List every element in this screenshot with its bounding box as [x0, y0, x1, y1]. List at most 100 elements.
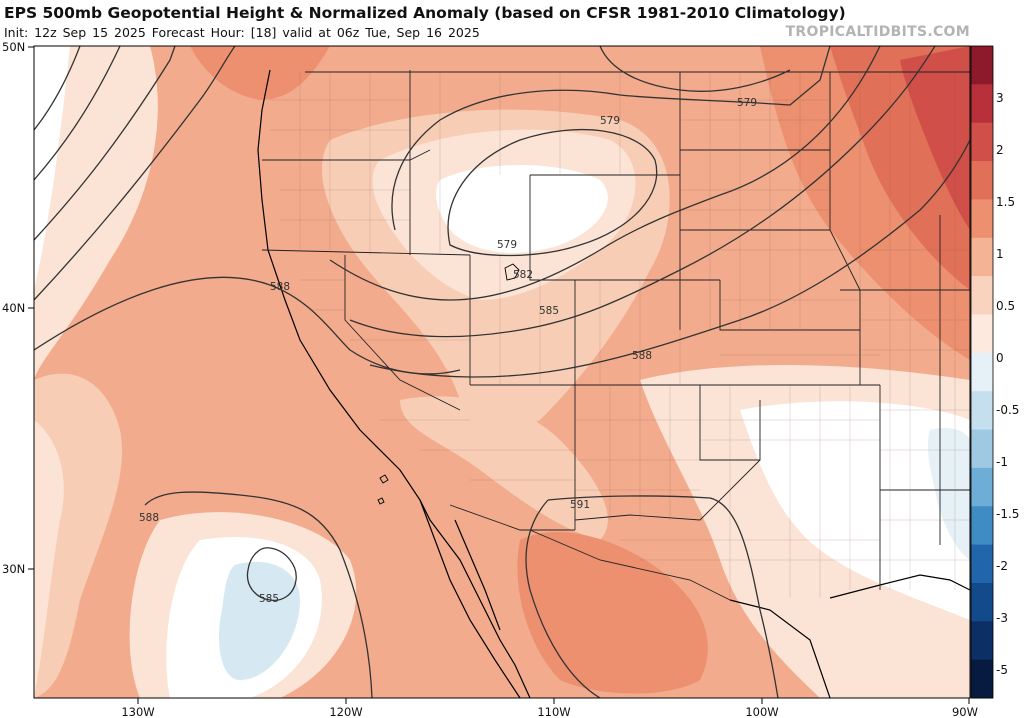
wy-co-border [529, 175, 720, 281]
county-borders [270, 72, 970, 598]
map-subtitle: Init: 12z Sep 15 2025 Forecast Hour: [18… [4, 25, 480, 40]
contour-label-588-a: 588 [270, 281, 290, 293]
colorbar-segment [971, 467, 993, 507]
lat-label-50n: 50N [2, 40, 25, 54]
map-plot-area: 579 579 579 582 585 588 588 588 591 585 [34, 46, 970, 698]
ca-nv-border [344, 255, 461, 411]
gulf-coast-us [829, 574, 970, 599]
colorbar-frame [970, 45, 994, 699]
colorbar-label-1: 1 [996, 247, 1004, 261]
colorbar-segment [971, 352, 993, 392]
colorbar-segment [971, 544, 993, 584]
contour-label-579-b: 579 [737, 97, 757, 109]
map-frame [33, 45, 971, 699]
colorbar-segment [971, 314, 993, 354]
colorbar-segment [971, 391, 993, 431]
contour-588-east [369, 139, 970, 378]
lon-label-120w: 120W [329, 705, 362, 718]
contour-c [34, 46, 121, 181]
contour-label-582: 582 [513, 269, 533, 281]
contour-label-591: 591 [570, 499, 590, 511]
colorbar-segment [971, 84, 993, 124]
lon-label-100w: 100W [745, 705, 778, 718]
us-mexico-border [449, 504, 575, 531]
colorbar-label-0: 0 [996, 351, 1004, 365]
anomaly-fill-dark-texas [517, 531, 708, 694]
lon-label-130w: 130W [121, 705, 154, 718]
contour-582 [329, 46, 881, 301]
colorbar-segment [971, 161, 993, 200]
brand-watermark: TROPICALTIDBITS.COM [785, 24, 970, 40]
anomaly-fill-negative-sw [219, 561, 300, 680]
colorbar-label-2: 2 [996, 143, 1004, 157]
gulf-of-california-coast [454, 519, 501, 631]
anomaly-fill-dark-pnw [190, 46, 330, 100]
contour-d [34, 46, 81, 131]
anomaly-fill-light-nw [34, 46, 158, 380]
colorbar-label-neg-1-5: -1.5 [996, 507, 1019, 521]
colorbar-label-0-5: 0.5 [996, 299, 1015, 313]
contour-b [34, 46, 176, 241]
contour-588-sw [144, 491, 373, 698]
state-borders [261, 70, 970, 601]
contour-label-585-low: 585 [259, 593, 279, 605]
anomaly-fill-slight-negative-se [927, 428, 970, 560]
anomaly-fill-dark-ne-3 [900, 46, 970, 230]
gulf-coast-mexico [729, 599, 831, 698]
lon-label-110w: 110W [537, 705, 570, 718]
anomaly-colorbar [971, 46, 993, 699]
contour-label-588-b: 588 [632, 350, 652, 362]
contour-a [34, 46, 236, 301]
anomaly-fill-neutral-nw [34, 46, 70, 290]
contour-579-north [391, 46, 831, 231]
pacific-coastline [257, 69, 531, 698]
latitude-axis: 50N 40N 30N [2, 40, 34, 576]
colorbar-segment [971, 429, 993, 469]
lat-label-40n: 40N [2, 301, 25, 315]
baja-coastline [419, 499, 521, 698]
anomaly-fill-neutral-se [740, 401, 970, 620]
channel-islands [377, 474, 389, 505]
contour-585 [349, 46, 936, 338]
colorbar-label-neg-5: -5 [996, 663, 1008, 677]
colorbar-label-neg-2: -2 [996, 559, 1008, 573]
colorbar-segment [971, 506, 993, 546]
ne-ks-border [719, 280, 860, 331]
colorbar-labels: 3 2 1.5 1 0.5 0 -0.5 -1 -1.5 -2 -3 -5 [996, 91, 1019, 677]
colorbar-label-neg-1: -1 [996, 455, 1008, 469]
mn-ia-border [829, 72, 861, 385]
contour-label-579-c: 579 [497, 239, 517, 251]
contour-label-579-a: 579 [600, 115, 620, 127]
contour-591-east [547, 495, 779, 698]
colorbar-label-neg-0-5: -0.5 [996, 403, 1019, 417]
anomaly-fill-neutral-center [435, 165, 608, 253]
colorbar-label-neg-3: -3 [996, 611, 1008, 625]
rio-grande [529, 529, 731, 601]
contour-label-588-c: 588 [139, 512, 159, 524]
colorbar-label-3: 3 [996, 91, 1004, 105]
colorbar-segment [971, 621, 993, 661]
contour-labels: 579 579 579 582 585 588 588 588 591 585 [139, 97, 757, 605]
contour-591-west [525, 499, 601, 698]
great-salt-lake [504, 263, 520, 281]
anomaly-fill-light-az [400, 396, 608, 540]
colorbar-segment [971, 276, 993, 315]
contour-588-west [34, 276, 461, 375]
contour-579-upper [599, 46, 791, 92]
lakes [377, 263, 520, 505]
contour-579-closed [447, 129, 658, 257]
colorbar-segment [971, 237, 993, 277]
contour-label-585: 585 [539, 305, 559, 317]
colorbar-segment [971, 46, 993, 85]
contour-585-low [246, 547, 297, 601]
colorbar-label-1-5: 1.5 [996, 195, 1015, 209]
colorbar-segment [971, 659, 993, 699]
coastlines [257, 69, 970, 698]
lon-label-90w: 90W [952, 705, 978, 718]
ca-or-border [261, 249, 471, 256]
colorbar-segment [971, 582, 993, 622]
lat-label-30n: 30N [2, 562, 25, 576]
anomaly-fill-lighter-w [34, 420, 64, 698]
colorbar-segment [971, 199, 993, 239]
